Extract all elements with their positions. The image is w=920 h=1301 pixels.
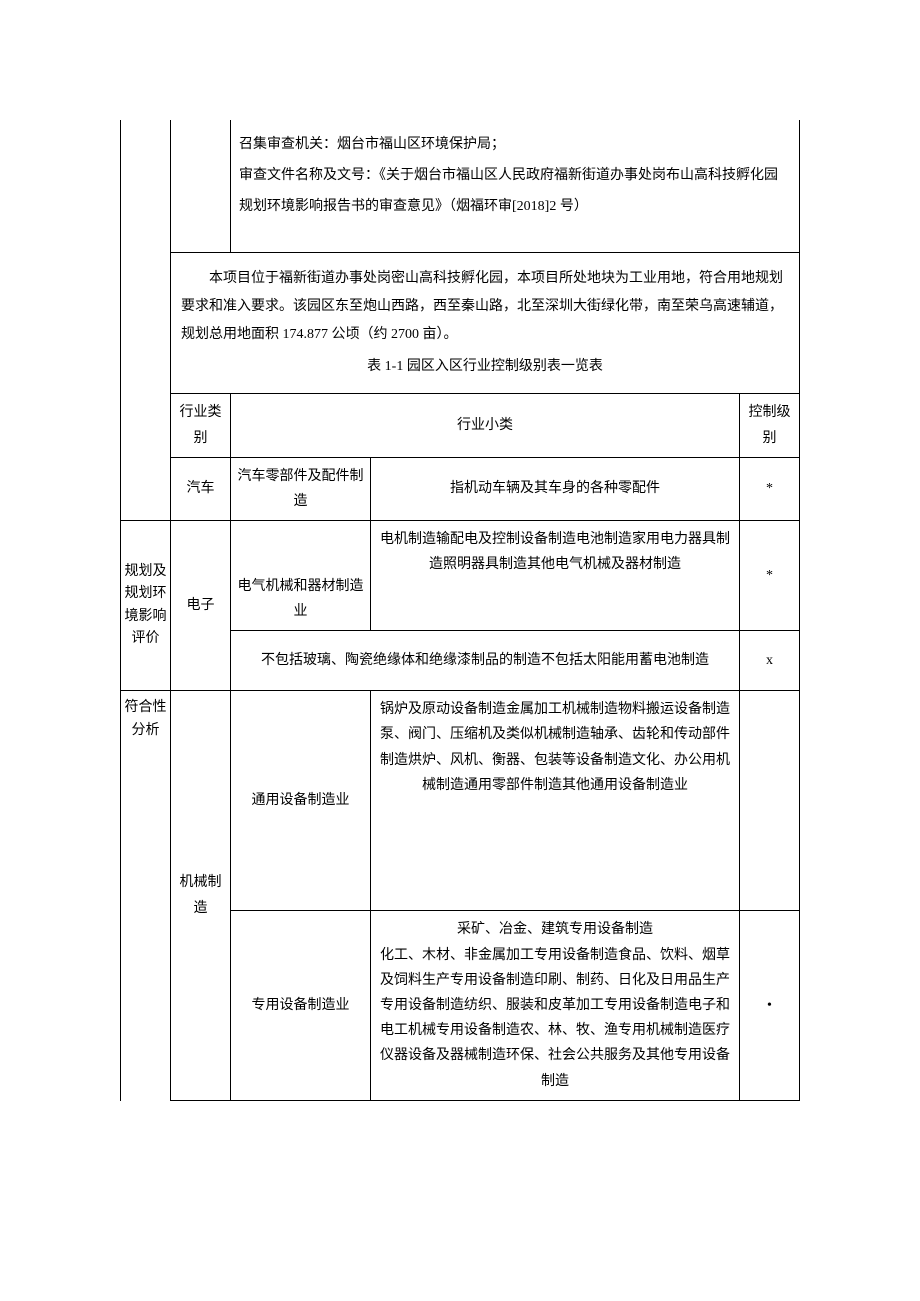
inner-header-row: 行业类别 行业小类 控制级别 — [121, 394, 800, 457]
inner-table-title: 表 1-1 园区入区行业控制级别表一览表 — [181, 353, 789, 381]
row-auto: 汽车 汽车零部件及配件制造 指机动车辆及其车身的各种零配件 * — [121, 457, 800, 520]
detail-auto: 指机动车辆及其车身的各种零配件 — [371, 457, 740, 520]
blank-cell-left — [121, 120, 171, 253]
intro-cell: 本项目位于福新街道办事处岗密山高科技孵化园，本项目所处地块为工业用地，符合用地规… — [171, 253, 800, 394]
detail-mach-2: 采矿、冶金、建筑专用设备制造 化工、木材、非金属加工专用设备制造食品、饮料、烟草… — [371, 911, 740, 1101]
header-category: 行业类别 — [171, 394, 231, 457]
level-elec-excl: x — [740, 631, 800, 691]
level-mach-2: • — [740, 911, 800, 1101]
top-info-row: 召集审查机关：烟台市福山区环境保护局； 审查文件名称及文号：《关于烟台市福山区人… — [121, 120, 800, 253]
sub-elec: 电气机械和器材制造业 — [231, 521, 371, 631]
sub-mach-1: 通用设备制造业 — [231, 691, 371, 911]
blank-cell-left-2 — [121, 253, 171, 394]
review-document: 审查文件名称及文号：《关于烟台市福山区人民政府福新街道办事处岗布山高科技孵化园规… — [239, 161, 791, 223]
top-info-content: 召集审查机关：烟台市福山区环境保护局； 审查文件名称及文号：《关于烟台市福山区人… — [231, 120, 800, 253]
left-label-2: 符合性分析 — [121, 691, 171, 1101]
detail-mach-1: 锅炉及原动设备制造金属加工机械制造物料搬运设备制造泵、阀门、压缩机及类似机械制造… — [371, 691, 740, 911]
detail-elec-excl: 不包括玻璃、陶瓷绝缘体和绝缘漆制品的制造不包括太阳能用蓄电池制造 — [231, 631, 740, 691]
sub-auto: 汽车零部件及配件制造 — [231, 457, 371, 520]
detail-elec: 电机制造输配电及控制设备制造电池制造家用电力器具制造照明器具制造其他电气机械及器… — [371, 521, 740, 631]
blank-cell-left-3 — [121, 394, 171, 457]
cat-elec: 电子 — [171, 521, 231, 691]
sub-mach-2: 专用设备制造业 — [231, 911, 371, 1101]
main-table: 召集审查机关：烟台市福山区环境保护局； 审查文件名称及文号：《关于烟台市福山区人… — [120, 120, 800, 1101]
level-elec: * — [740, 521, 800, 631]
blank-cell-left-4 — [121, 457, 171, 520]
intro-row: 本项目位于福新街道办事处岗密山高科技孵化园，本项目所处地块为工业用地，符合用地规… — [121, 253, 800, 394]
review-agency: 召集审查机关：烟台市福山区环境保护局； — [239, 130, 791, 161]
intro-paragraph: 本项目位于福新街道办事处岗密山高科技孵化园，本项目所处地块为工业用地，符合用地规… — [181, 265, 789, 349]
header-level: 控制级别 — [740, 394, 800, 457]
level-mach-1 — [740, 691, 800, 911]
left-label-1: 规划及规划环境影响评价 — [121, 521, 171, 691]
row-elec-1: 规划及规划环境影响评价 电子 电气机械和器材制造业 电机制造输配电及控制设备制造… — [121, 521, 800, 631]
level-auto: * — [740, 457, 800, 520]
cat-auto: 汽车 — [171, 457, 231, 520]
row-mach-1: 符合性分析 机械制造 通用设备制造业 锅炉及原动设备制造金属加工机械制造物料搬运… — [121, 691, 800, 911]
cat-mach: 机械制造 — [171, 691, 231, 1101]
header-subclass: 行业小类 — [231, 394, 740, 457]
blank-cell-2 — [171, 120, 231, 253]
